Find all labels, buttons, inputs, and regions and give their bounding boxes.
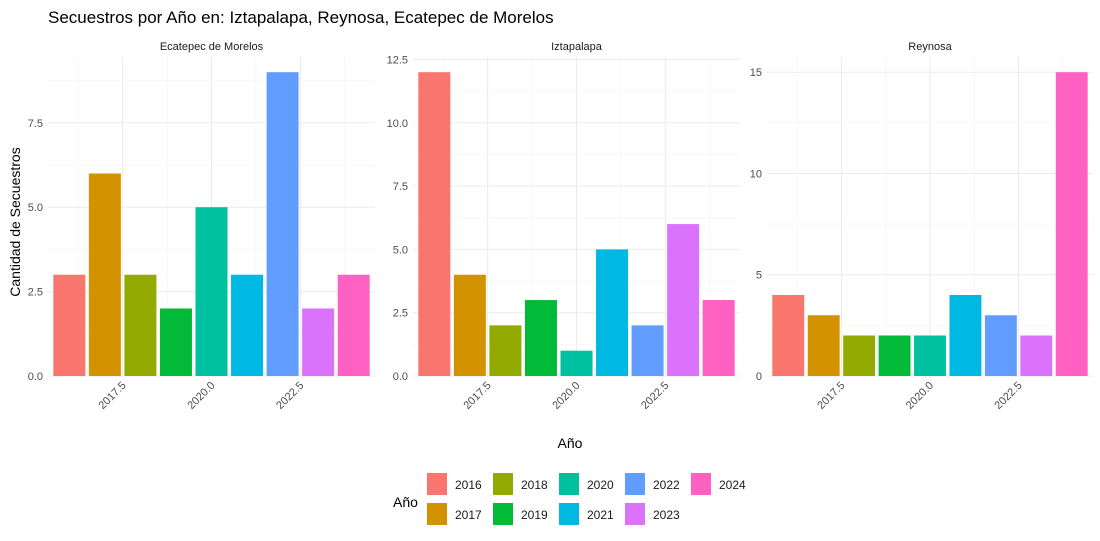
legend-swatch xyxy=(625,503,645,525)
x-tick-label: 2022.5 xyxy=(992,380,1024,412)
legend-label: 2024 xyxy=(719,478,746,492)
y-tick-label: 10 xyxy=(750,168,762,180)
bar xyxy=(418,72,451,376)
bar xyxy=(843,335,876,376)
bar xyxy=(489,325,522,376)
bar xyxy=(984,315,1017,376)
bar xyxy=(914,335,946,376)
legend-label: 2016 xyxy=(455,478,482,492)
y-tick-label: 0.0 xyxy=(28,371,43,383)
bar xyxy=(807,315,840,376)
legend-item: 2021 xyxy=(559,503,614,525)
legend-item: 2016 xyxy=(427,473,482,495)
legend-label: 2021 xyxy=(587,508,614,522)
legend-item: 2018 xyxy=(493,473,548,495)
bar xyxy=(949,294,982,376)
bar xyxy=(453,274,486,376)
y-tick-label: 10.0 xyxy=(387,118,408,130)
bar xyxy=(1055,72,1088,376)
bar xyxy=(878,335,911,376)
y-tick-label: 12.5 xyxy=(387,55,408,67)
legend-label: 2018 xyxy=(521,478,548,492)
x-tick-label: 2017.5 xyxy=(461,380,493,412)
facet-panel: Reynosa 0 5 10 15 2017.5 2020.0 2022.5 xyxy=(750,41,1093,412)
legend-swatch xyxy=(427,503,447,525)
facet-label: Ecatepec de Morelos xyxy=(160,41,264,53)
y-tick-label: 15 xyxy=(750,67,762,79)
x-axis-title: Año xyxy=(558,435,583,451)
x-tick-label: 2017.5 xyxy=(96,380,128,412)
y-tick-label: 2.5 xyxy=(28,287,43,299)
legend-label: 2022 xyxy=(653,478,680,492)
bar xyxy=(124,274,157,376)
legend-item: 2017 xyxy=(427,503,482,525)
legend-label: 2020 xyxy=(587,478,614,492)
chart-title: Secuestros por Año en: Iztapalapa, Reyno… xyxy=(48,8,554,27)
bar xyxy=(1020,335,1053,376)
y-tick-label: 2.5 xyxy=(393,308,408,320)
legend-item: 2023 xyxy=(625,503,680,525)
bar xyxy=(231,274,264,376)
legend-item: 2019 xyxy=(493,503,548,525)
legend-label: 2023 xyxy=(653,508,680,522)
y-tick-label: 5.0 xyxy=(393,244,408,256)
legend-swatch xyxy=(493,473,513,495)
legend: Año 2016 2017 2018 2019 2020 2021 2022 2023 2024 xyxy=(393,473,746,525)
legend-item: 2024 xyxy=(691,473,746,495)
bar xyxy=(596,249,629,376)
bar xyxy=(667,224,700,376)
x-tick-label: 2022.5 xyxy=(639,380,671,412)
y-axis-title: Cantidad de Secuestros xyxy=(7,147,23,296)
y-tick-label: 7.5 xyxy=(393,181,408,193)
facet-label: Reynosa xyxy=(908,41,952,53)
bar xyxy=(159,308,192,376)
legend-swatch xyxy=(625,473,645,495)
legend-item: 2022 xyxy=(625,473,680,495)
bar xyxy=(53,274,86,376)
facet-label: Iztapalapa xyxy=(551,41,603,53)
legend-label: 2017 xyxy=(455,508,482,522)
x-tick-label: 2020.0 xyxy=(185,380,217,412)
legend-item: 2020 xyxy=(559,473,614,495)
bar xyxy=(302,308,335,376)
bar xyxy=(88,173,121,376)
legend-title: Año xyxy=(393,494,418,510)
y-tick-label: 7.5 xyxy=(28,118,43,130)
facet-panel: Iztapalapa 0.0 2.5 5.0 7.5 10.0 12.5 2017.5 2020… xyxy=(387,41,740,412)
x-tick-label: 2022.5 xyxy=(274,380,306,412)
x-tick-label: 2020.0 xyxy=(550,380,582,412)
legend-swatch xyxy=(559,503,579,525)
legend-swatch xyxy=(559,473,579,495)
y-tick-label: 0.0 xyxy=(393,371,408,383)
y-tick-label: 5 xyxy=(756,270,762,282)
y-tick-label: 5.0 xyxy=(28,202,43,214)
x-tick-label: 2017.5 xyxy=(815,380,847,412)
legend-label: 2019 xyxy=(521,508,548,522)
facet-panel: Ecatepec de Morelos 0.0 2.5 5.0 7.5 2017.5 202… xyxy=(28,41,375,412)
bar xyxy=(337,274,370,376)
legend-swatch xyxy=(493,503,513,525)
legend-swatch xyxy=(691,473,711,495)
bar xyxy=(560,350,593,376)
bar xyxy=(266,72,299,376)
bar xyxy=(702,300,735,376)
bar xyxy=(631,325,664,376)
x-tick-label: 2020.0 xyxy=(904,380,936,412)
bar xyxy=(195,207,228,376)
bar xyxy=(772,294,805,376)
legend-swatch xyxy=(427,473,447,495)
facet-panels: Ecatepec de Morelos 0.0 2.5 5.0 7.5 2017.5 202… xyxy=(28,41,1093,412)
y-tick-label: 0 xyxy=(756,371,762,383)
bar xyxy=(524,300,557,376)
